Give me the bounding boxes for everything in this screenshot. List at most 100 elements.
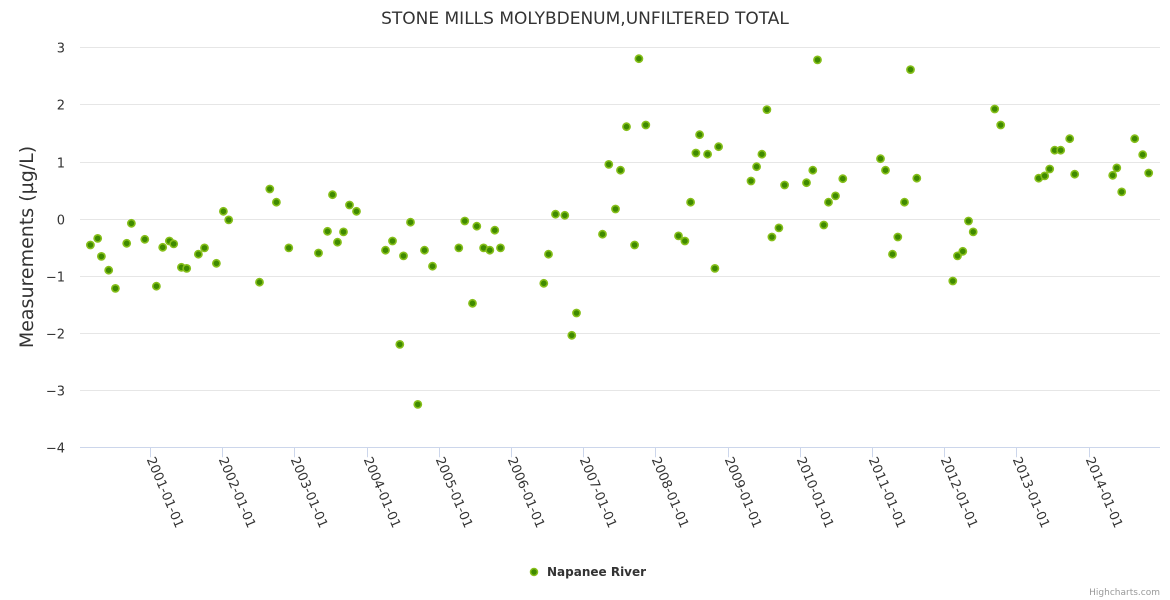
data-point[interactable] <box>126 218 136 228</box>
data-point[interactable] <box>539 278 549 288</box>
data-point[interactable] <box>958 246 968 256</box>
data-point[interactable] <box>490 225 500 235</box>
data-point[interactable] <box>314 248 323 258</box>
data-point[interactable] <box>182 263 192 273</box>
data-point[interactable] <box>802 178 811 188</box>
legend[interactable]: Napanee River <box>529 565 647 579</box>
data-point[interactable] <box>710 263 720 273</box>
data-point[interactable] <box>1112 163 1122 173</box>
data-point[interactable] <box>819 220 829 230</box>
data-point[interactable] <box>953 251 962 261</box>
data-point[interactable] <box>485 245 495 255</box>
data-point[interactable] <box>151 281 161 291</box>
data-point[interactable] <box>1040 171 1050 181</box>
data-point[interactable] <box>572 308 581 318</box>
data-point[interactable] <box>888 249 897 259</box>
data-point[interactable] <box>193 249 203 259</box>
data-point[interactable] <box>420 245 429 255</box>
data-point[interactable] <box>767 232 777 242</box>
data-point[interactable] <box>838 174 848 184</box>
data-point[interactable] <box>968 227 978 237</box>
data-point[interactable] <box>703 149 712 159</box>
data-point[interactable] <box>630 240 639 250</box>
data-point[interactable] <box>808 165 818 175</box>
data-point[interactable] <box>454 243 464 253</box>
data-point[interactable] <box>831 191 840 201</box>
credits-link[interactable]: Highcharts.com <box>1089 588 1160 598</box>
data-point[interactable] <box>158 242 168 252</box>
data-point[interactable] <box>333 237 342 247</box>
data-point[interactable] <box>339 227 348 237</box>
data-point[interactable] <box>381 245 390 255</box>
data-point[interactable] <box>876 154 885 164</box>
data-point[interactable] <box>284 243 294 253</box>
data-point[interactable] <box>345 200 354 210</box>
data-point[interactable] <box>990 104 1000 114</box>
data-point[interactable] <box>616 165 625 175</box>
data-point[interactable] <box>746 176 756 186</box>
data-point[interactable] <box>604 159 614 169</box>
data-point[interactable] <box>774 223 784 233</box>
data-point[interactable] <box>686 197 695 207</box>
data-point[interactable] <box>323 226 332 236</box>
data-point[interactable] <box>674 231 683 241</box>
data-point[interactable] <box>388 236 397 246</box>
data-point[interactable] <box>634 54 644 64</box>
data-point[interactable] <box>460 216 470 226</box>
data-point[interactable] <box>611 204 620 214</box>
data-point[interactable] <box>893 232 903 242</box>
data-point[interactable] <box>714 142 723 152</box>
data-point[interactable] <box>948 276 958 286</box>
data-point[interactable] <box>964 216 973 226</box>
data-point[interactable] <box>140 234 150 244</box>
data-point[interactable] <box>428 261 437 271</box>
data-point[interactable] <box>551 209 560 219</box>
data-point[interactable] <box>567 330 577 340</box>
data-point[interactable] <box>104 265 114 275</box>
data-point[interactable] <box>622 122 631 132</box>
data-point[interactable] <box>695 130 704 140</box>
data-point[interactable] <box>691 148 701 158</box>
data-point[interactable] <box>912 173 922 183</box>
data-point[interactable] <box>1144 168 1154 178</box>
data-point[interactable] <box>1138 150 1148 160</box>
data-point[interactable] <box>200 243 209 253</box>
data-point[interactable] <box>169 239 179 249</box>
data-point[interactable] <box>271 197 281 207</box>
data-point[interactable] <box>1117 187 1127 197</box>
data-point[interactable] <box>413 399 423 409</box>
data-point[interactable] <box>86 240 95 250</box>
legend-item-napanee-river[interactable]: Napanee River <box>547 565 646 579</box>
data-point[interactable] <box>881 165 890 175</box>
data-point[interactable] <box>996 120 1006 130</box>
data-point[interactable] <box>824 197 833 207</box>
data-point[interactable] <box>496 243 505 253</box>
data-point[interactable] <box>328 190 337 200</box>
data-point[interactable] <box>1056 145 1066 155</box>
data-point[interactable] <box>122 238 132 248</box>
data-point[interactable] <box>544 249 553 259</box>
data-point[interactable] <box>906 65 915 74</box>
data-point[interactable] <box>111 283 120 293</box>
data-point[interactable] <box>352 206 361 216</box>
data-point[interactable] <box>1065 134 1075 144</box>
data-point[interactable] <box>468 298 477 308</box>
data-point[interactable] <box>395 339 405 349</box>
data-point[interactable] <box>1130 134 1140 144</box>
data-point[interactable] <box>218 206 228 216</box>
data-point[interactable] <box>598 229 607 239</box>
data-point[interactable] <box>224 215 234 225</box>
data-point[interactable] <box>757 149 767 159</box>
data-point[interactable] <box>680 236 690 246</box>
data-point[interactable] <box>1108 170 1118 180</box>
data-point[interactable] <box>1070 169 1080 179</box>
data-point[interactable] <box>560 210 570 220</box>
data-point[interactable] <box>641 120 651 130</box>
data-point[interactable] <box>399 251 408 261</box>
data-point[interactable] <box>762 105 772 114</box>
data-point[interactable] <box>1045 164 1055 174</box>
data-point[interactable] <box>211 258 221 268</box>
data-point[interactable] <box>900 197 909 207</box>
data-point[interactable] <box>780 180 789 190</box>
data-point[interactable] <box>97 251 106 261</box>
